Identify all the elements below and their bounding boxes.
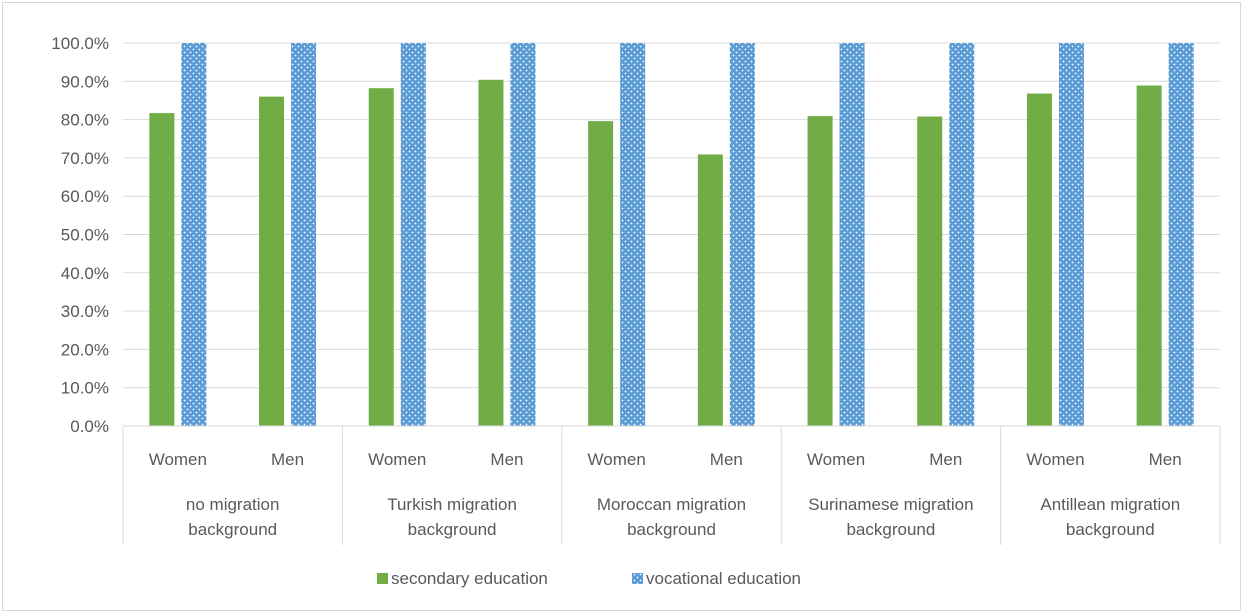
y-tick-label: 0.0% xyxy=(70,417,109,436)
bar-secondary-education xyxy=(697,154,723,426)
bar-vocational-education xyxy=(839,43,865,426)
y-tick-label: 50.0% xyxy=(61,226,109,245)
y-tick-label: 30.0% xyxy=(61,302,109,321)
bar-vocational-education xyxy=(620,43,646,426)
y-tick-label: 20.0% xyxy=(61,340,109,359)
bar-vocational-education xyxy=(400,43,426,426)
y-tick-label: 10.0% xyxy=(61,379,109,398)
bars xyxy=(149,43,1194,427)
x-category-label: Women xyxy=(149,450,207,469)
x-group-label: background xyxy=(627,520,716,539)
x-group-label: background xyxy=(1066,520,1155,539)
x-category-label: Women xyxy=(807,450,865,469)
y-tick-label: 40.0% xyxy=(61,264,109,283)
bar-secondary-education xyxy=(807,116,833,426)
bar-vocational-education xyxy=(291,43,317,426)
x-group-label: Turkish migration xyxy=(387,495,517,514)
x-group-label: background xyxy=(188,520,277,539)
bar-vocational-education xyxy=(181,43,207,426)
x-category-label: Men xyxy=(1149,450,1182,469)
legend-label: vocational education xyxy=(646,569,801,588)
x-category-label: Men xyxy=(271,450,304,469)
bar-secondary-education xyxy=(1136,85,1162,426)
bar-secondary-education xyxy=(588,121,614,426)
bar-secondary-education xyxy=(478,79,504,426)
x-category-label: Men xyxy=(929,450,962,469)
x-category-label: Women xyxy=(368,450,426,469)
x-group-label: Surinamese migration xyxy=(808,495,973,514)
x-category-label: Women xyxy=(588,450,646,469)
x-group-label: no migration xyxy=(186,495,280,514)
x-group-label: Antillean migration xyxy=(1040,495,1180,514)
y-tick-label: 100.0% xyxy=(51,34,109,53)
x-group-label: background xyxy=(846,520,935,539)
bar-secondary-education xyxy=(1026,93,1052,426)
legend: secondary education vocational education xyxy=(377,569,801,588)
bar-secondary-education xyxy=(149,113,175,427)
gridlines xyxy=(123,42,1220,389)
legend-swatch-vocational-education xyxy=(632,573,643,584)
x-group-label: Moroccan migration xyxy=(597,495,746,514)
legend-label: secondary education xyxy=(391,569,548,588)
bar-secondary-education xyxy=(368,88,394,426)
bar-secondary-education xyxy=(917,116,943,426)
y-tick-label: 90.0% xyxy=(61,72,109,91)
x-category-label: Women xyxy=(1026,450,1084,469)
bar-vocational-education xyxy=(510,43,536,426)
bar-secondary-education xyxy=(259,96,285,427)
bar-vocational-education xyxy=(1168,43,1194,426)
y-tick-label: 80.0% xyxy=(61,111,109,130)
x-group-label: background xyxy=(408,520,497,539)
bar-vocational-education xyxy=(1058,43,1084,426)
y-tick-label: 70.0% xyxy=(61,149,109,168)
legend-swatch-secondary-education xyxy=(377,573,388,584)
y-tick-label: 60.0% xyxy=(61,187,109,206)
axes: 0.0% 10.0% 20.0% 30.0% 40.0% 50.0% 60.0% 70.0% 8… xyxy=(51,34,1221,545)
x-category-label: Men xyxy=(490,450,523,469)
x-category-label: Men xyxy=(710,450,743,469)
bar-vocational-education xyxy=(949,43,975,426)
bar-vocational-education xyxy=(729,43,755,426)
